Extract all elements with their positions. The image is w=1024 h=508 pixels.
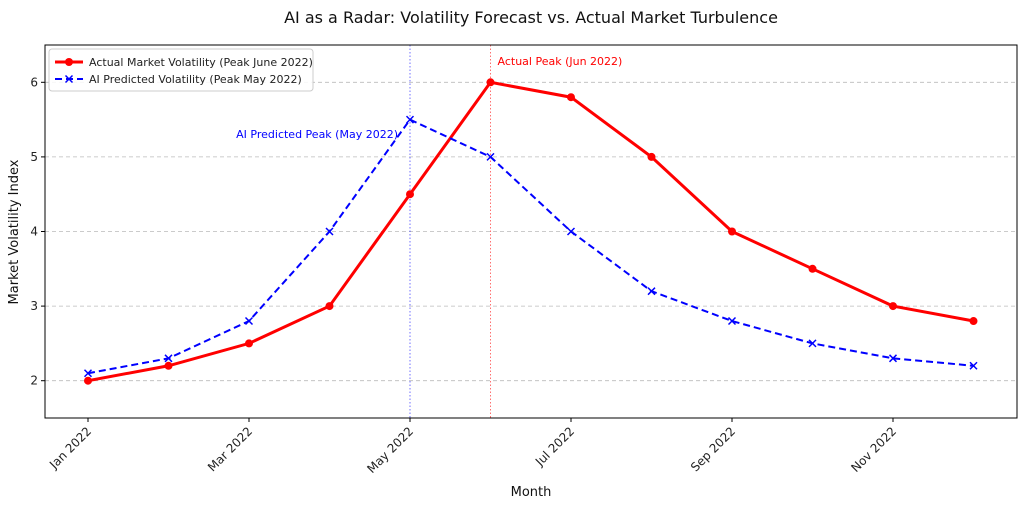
predicted-data-point (888, 354, 898, 363)
x-tick-label: May 2022 (364, 424, 416, 476)
actual-data-point (647, 152, 656, 161)
y-tick-label: 4 (30, 225, 38, 239)
y-tick-label: 6 (30, 75, 38, 89)
predicted-data-point (566, 227, 576, 236)
legend-label: Actual Market Volatility (Peak June 2022… (89, 56, 313, 69)
actual-data-point (325, 302, 334, 311)
predicted-data-point (969, 361, 978, 370)
y-tick-label: 3 (30, 299, 38, 313)
x-tick-label: Sep 2022 (688, 424, 738, 474)
actual-series-line (87, 80, 974, 383)
legend: Actual Market Volatility (Peak June 2022… (48, 48, 314, 92)
legend-label: AI Predicted Volatility (Peak May 2022) (89, 73, 302, 86)
y-tick-label: 2 (30, 374, 38, 388)
chart-title: AI as a Radar: Volatility Forecast vs. A… (284, 8, 778, 27)
actual-data-point (84, 376, 92, 385)
predicted-data-point (164, 354, 173, 363)
predicted-data-point (486, 152, 495, 161)
predicted-data-point (83, 369, 93, 378)
predicted-data-point (405, 115, 415, 124)
actual-data-point (486, 78, 495, 87)
actual-data-point (245, 339, 253, 348)
actual-data-point (567, 93, 575, 102)
actual-data-point (889, 302, 897, 311)
legend-marker (64, 74, 74, 84)
predicted-data-point (325, 227, 334, 236)
actual-data-point (969, 317, 978, 326)
actual-data-point (728, 227, 736, 236)
x-tick-label: Mar 2022 (205, 424, 255, 474)
predicted-peak-annotation: AI Predicted Peak (May 2022) (236, 128, 398, 141)
predicted-data-point (244, 316, 254, 326)
x-tick-label: Jan 2022 (46, 424, 94, 472)
predicted-data-point (808, 339, 817, 348)
y-axis-label: Market Volatility Index (7, 159, 22, 304)
y-tick-label: 5 (30, 150, 38, 164)
actual-data-point (406, 190, 414, 199)
x-axis-label: Month (511, 485, 552, 500)
actual-peak-annotation: Actual Peak (Jun 2022) (498, 55, 623, 68)
actual-data-point (808, 264, 817, 273)
predicted-data-point (727, 316, 737, 326)
predicted-data-point (647, 287, 656, 296)
x-tick-label: Jul 2022 (532, 424, 577, 469)
legend-marker (65, 58, 73, 66)
predicted-series-line (87, 118, 974, 375)
actual-data-point (164, 361, 173, 370)
x-tick-label: Nov 2022 (848, 424, 899, 475)
